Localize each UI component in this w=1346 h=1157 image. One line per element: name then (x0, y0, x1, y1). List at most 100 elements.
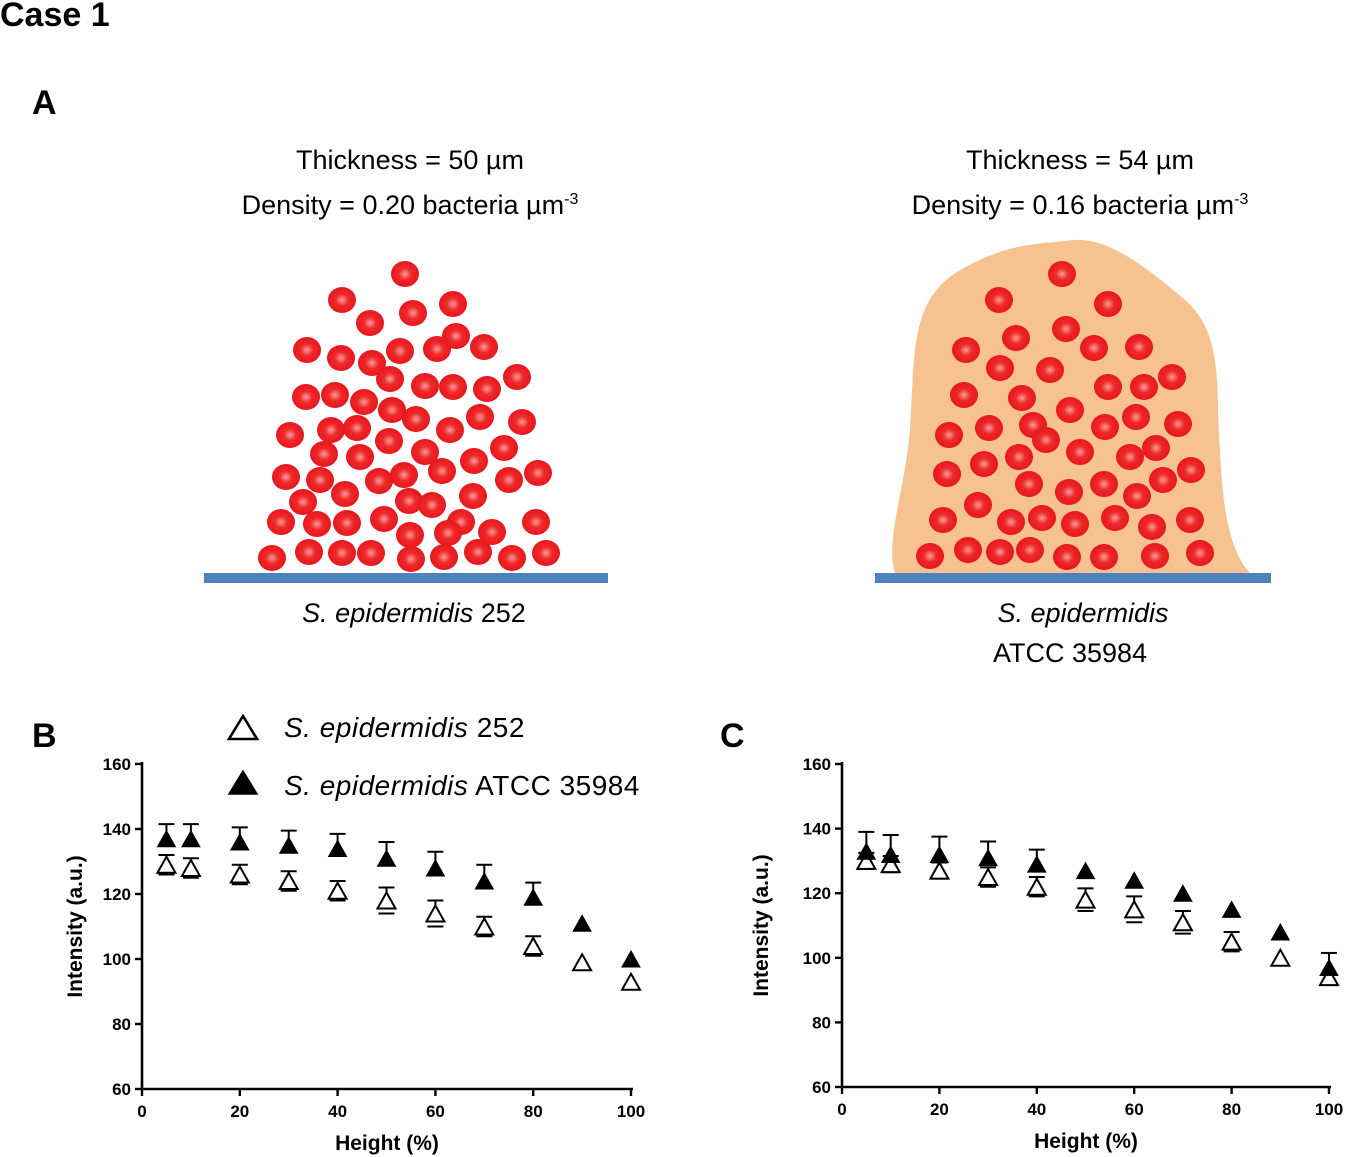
bacterium-cell (503, 364, 531, 390)
data-point-252 (277, 870, 300, 890)
bacterium-cell (986, 355, 1014, 381)
data-point-252 (620, 971, 642, 991)
x-tick-label: 80 (1222, 1100, 1241, 1119)
bacterium-cell (418, 492, 446, 518)
bacterium-cell (378, 397, 406, 423)
bacterium-cell (350, 389, 378, 415)
bacterium-cell (1141, 543, 1169, 569)
bacterium-cell (1164, 411, 1192, 437)
chart-b: 60 80 100 120 140 160 0 20 40 60 80 100 Height (%) In… (64, 755, 645, 1155)
y-tick-label: 140 (103, 820, 131, 839)
biofilm-right-info: Thickness = 54 µm Density = 0.16 bacteri… (820, 140, 1340, 225)
bacterium-cell (1130, 374, 1158, 400)
bacterium-cell (935, 422, 963, 448)
data-point-atcc35984 (523, 888, 544, 906)
panel-label-c: C (720, 717, 745, 755)
data-point-252 (229, 864, 251, 884)
data-point-atcc35984 (621, 949, 641, 968)
bacterium-cell (390, 462, 418, 488)
x-tick-label: 40 (1027, 1100, 1046, 1119)
legend-filled-triangle-icon (227, 769, 259, 795)
bacterium-cell (439, 374, 467, 400)
panel-label-b: B (32, 717, 57, 755)
bacterium-cell (272, 464, 300, 490)
data-point-252 (1220, 931, 1243, 951)
data-point-252 (1318, 967, 1340, 987)
bacterium-cell (460, 448, 488, 474)
data-point-252 (522, 935, 544, 955)
bacterium-cell (258, 545, 286, 571)
x-tick-label: 80 (524, 1102, 543, 1121)
x-axis-label: Height (%) (335, 1132, 439, 1155)
y-axis-label: Intensity (a.u.) (64, 855, 87, 997)
bacterium-cell (1002, 325, 1030, 351)
data-point-252 (155, 854, 178, 874)
bacterium-cell (423, 336, 451, 362)
data-point-atcc35984 (156, 829, 177, 848)
y-tick-label: 100 (803, 949, 831, 968)
case-title: Case 1 (0, 0, 110, 34)
bacterium-cell (411, 439, 439, 465)
bacterium-cell (522, 509, 550, 535)
data-point-atcc35984 (474, 871, 495, 890)
bacterium-cell (950, 382, 978, 408)
data-point-252 (473, 916, 496, 936)
data-point-atcc35984 (978, 848, 998, 867)
bacterium-cell (975, 415, 1003, 441)
bacterium-cell (1015, 471, 1043, 497)
data-point-atcc35984 (425, 858, 446, 877)
bacterium-cell (929, 507, 957, 533)
y-tick-label: 60 (812, 1078, 831, 1097)
bacterium-cell (1028, 505, 1056, 531)
bacterium-cell (459, 483, 487, 509)
biofilm-left-thickness: Thickness = 50 µm (296, 145, 524, 175)
bacterium-cell (292, 384, 320, 410)
bacterium-cell (524, 460, 552, 486)
bacterium-cell (986, 539, 1014, 565)
bacterium-cell (436, 417, 464, 443)
data-point-252 (928, 860, 951, 880)
bacterium-cell (1149, 467, 1177, 493)
bacterium-cell (327, 345, 355, 371)
bacterium-cell (358, 350, 386, 376)
bacterium-cell (1052, 316, 1080, 342)
bacterium-cell (303, 511, 331, 537)
y-tick-label: 60 (112, 1080, 131, 1099)
bacterium-cell (1142, 435, 1170, 461)
data-point-atcc35984 (880, 845, 901, 863)
data-point-252 (1026, 876, 1048, 896)
bacterium-cell (1053, 544, 1081, 570)
y-tick-label: 80 (812, 1013, 831, 1032)
bacterium-cell (1122, 404, 1150, 430)
data-point-atcc35984 (1173, 884, 1193, 902)
biofilm-illustrations (204, 239, 1271, 583)
bacterium-cell (970, 451, 998, 477)
bacterium-cell (464, 539, 492, 565)
bacterium-cell (434, 520, 462, 546)
bacterium-cell (997, 509, 1025, 535)
bacterium-cell (466, 404, 494, 430)
bacterium-cell (473, 376, 501, 402)
data-point-atcc35984 (229, 832, 250, 851)
data-point-atcc35984 (929, 845, 950, 863)
bacterium-cell (1116, 444, 1144, 470)
substrate-left (204, 573, 608, 583)
panel-label-a: A (32, 84, 57, 122)
bacterium-cell (1036, 357, 1064, 383)
bacterium-cell (343, 415, 371, 441)
biofilm-right-thickness: Thickness = 54 µm (966, 145, 1194, 175)
y-tick-label: 80 (112, 1015, 131, 1034)
y-axis-label: Intensity (a.u.) (750, 854, 773, 996)
bacterium-cell (490, 435, 518, 461)
data-point-252 (879, 854, 902, 874)
data-point-atcc35984 (1270, 922, 1291, 941)
data-point-atcc35984 (376, 849, 397, 867)
y-tick-label: 160 (803, 755, 831, 774)
biofilm-right-cells (916, 261, 1214, 570)
bacterium-cell (295, 539, 323, 565)
chart-c: 60 80 100 120 140 160 0 20 40 60 80 100 Height (%) In… (750, 755, 1343, 1153)
substrate-right (875, 573, 1271, 583)
bacterium-cell (411, 373, 439, 399)
data-point-252 (1269, 947, 1292, 967)
bacterium-cell (498, 545, 526, 571)
